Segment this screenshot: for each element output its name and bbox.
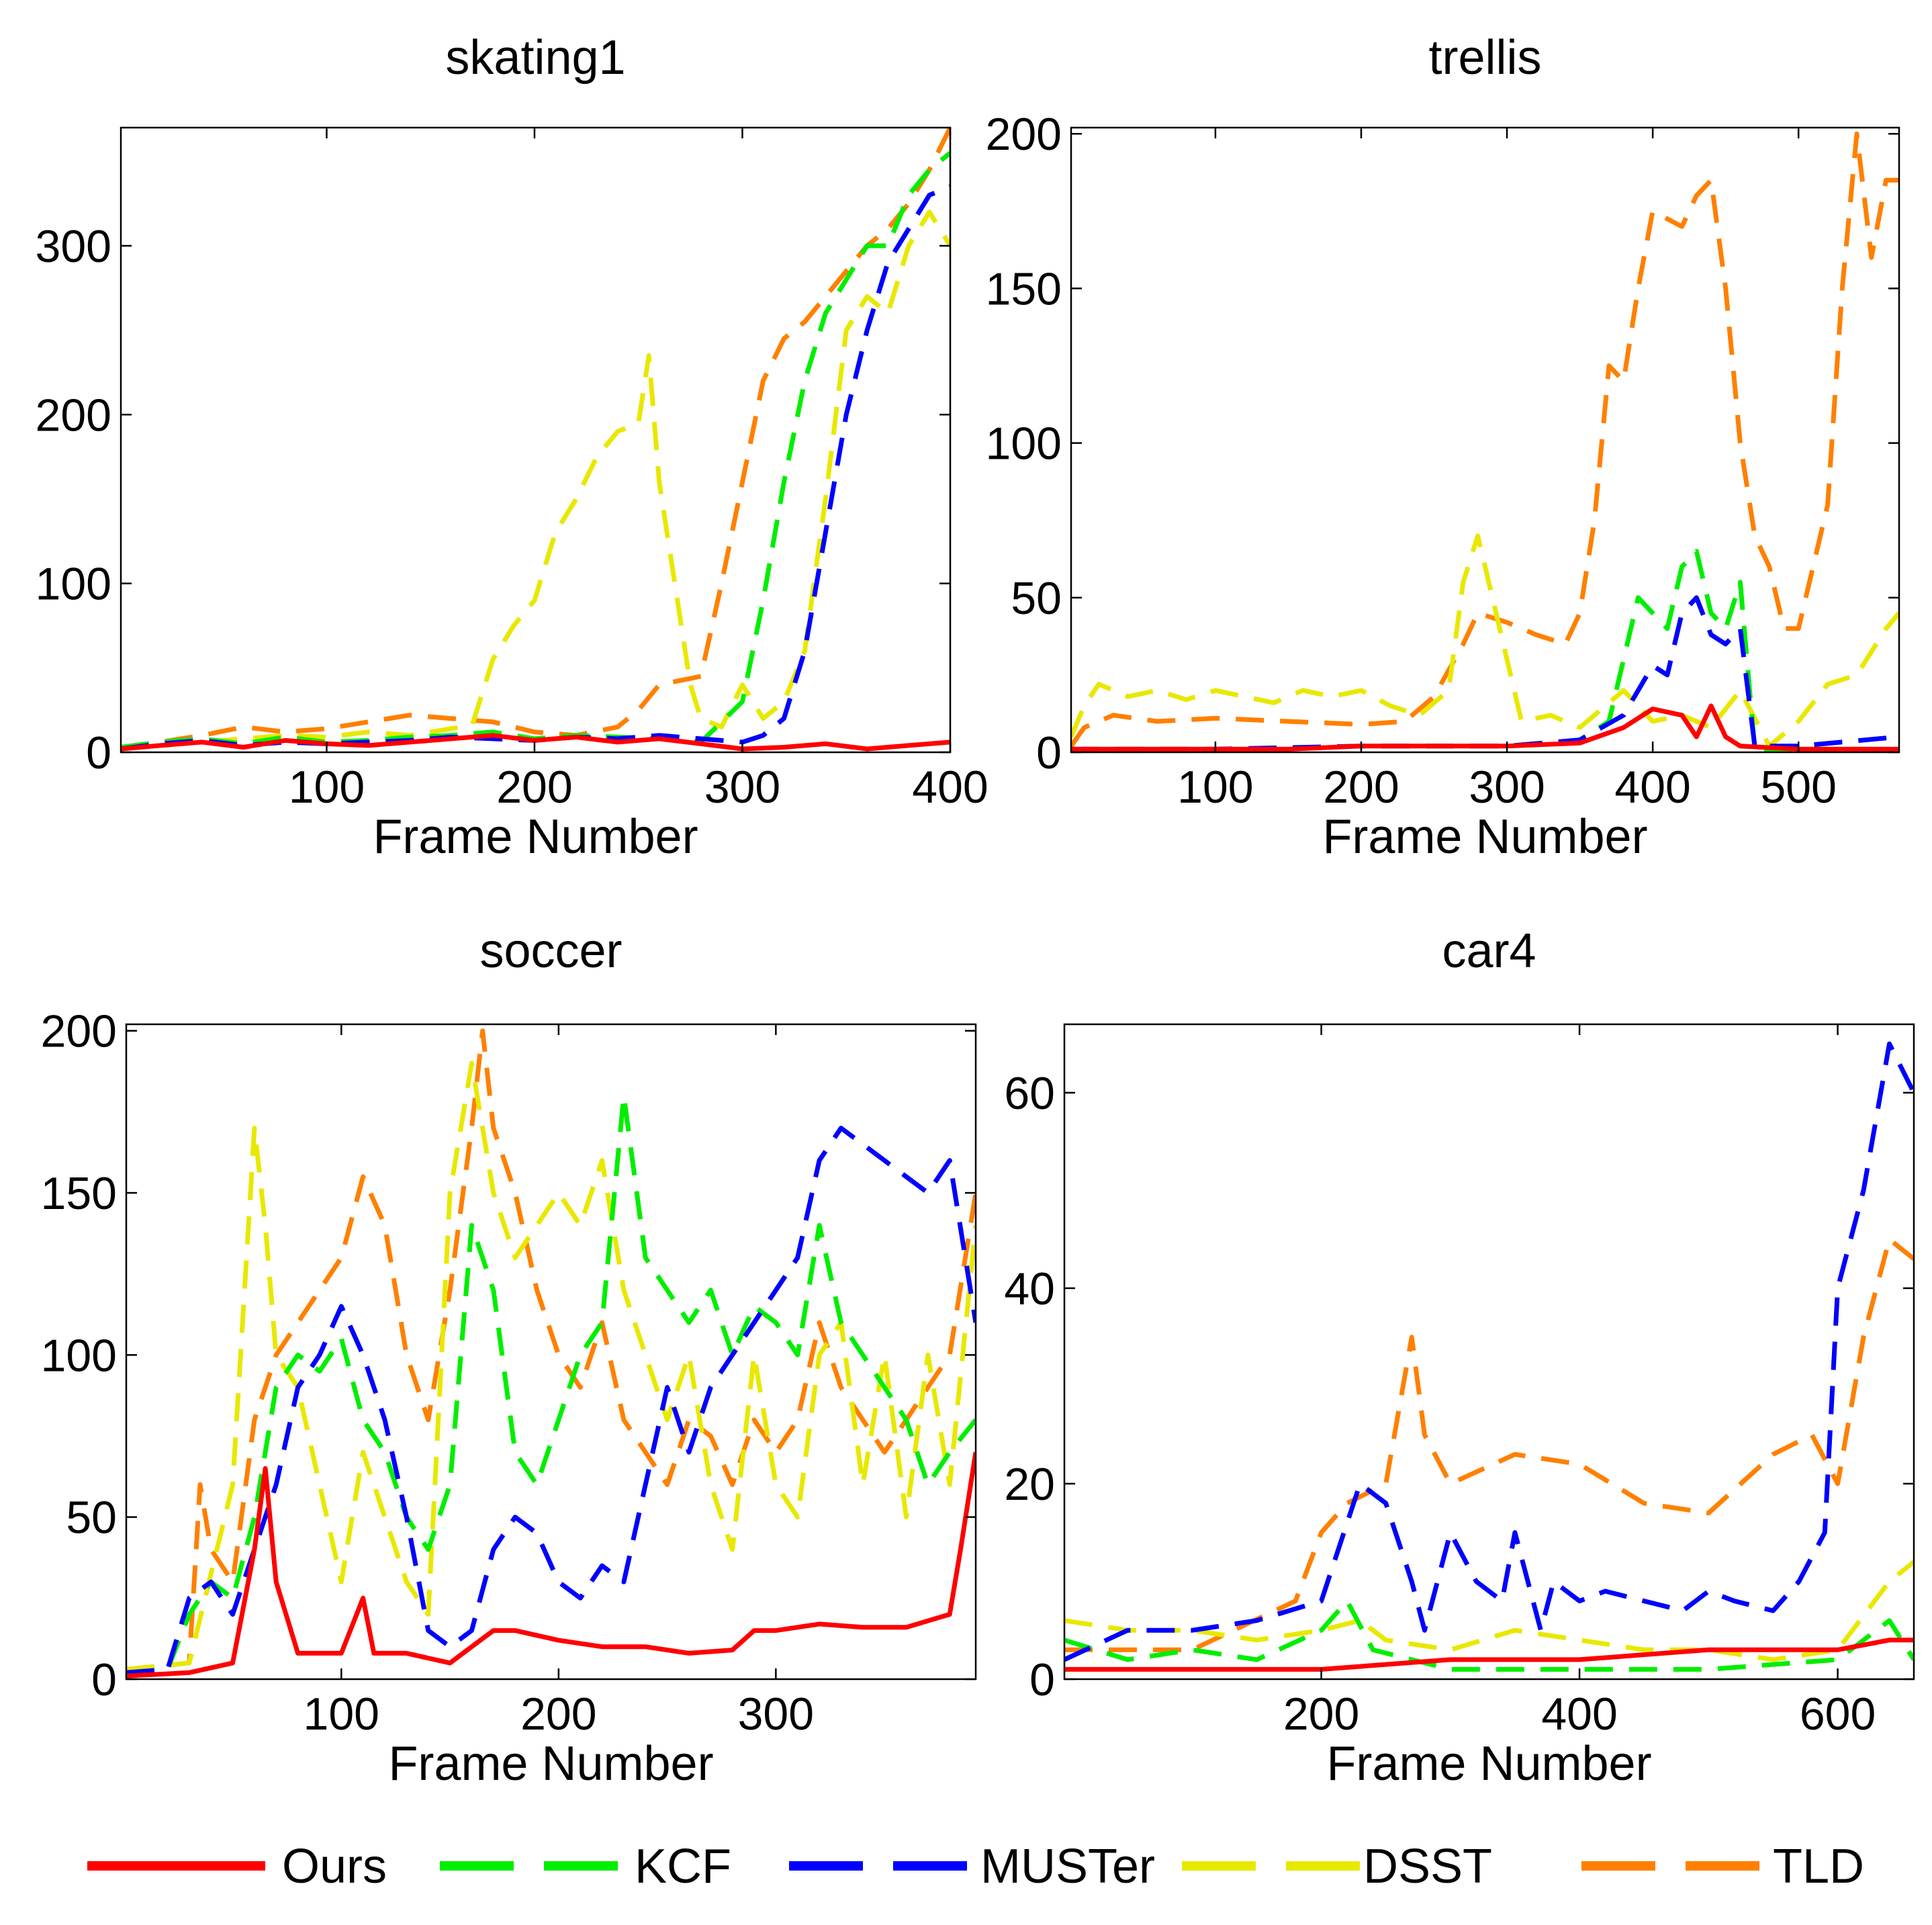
y-tick-label: 100 bbox=[36, 559, 111, 610]
legend-item-ours: Ours bbox=[87, 1840, 387, 1893]
x-tick-label: 100 bbox=[1177, 762, 1253, 813]
x-tick-label: 200 bbox=[1323, 762, 1399, 813]
x-tick-label: 100 bbox=[304, 1689, 379, 1740]
plot-frame bbox=[120, 126, 952, 754]
chart-car4: car4 200 400 600 0 20 40 60 Frame Number bbox=[1004, 924, 1915, 1791]
y-tick-label: 50 bbox=[66, 1492, 117, 1543]
series-line-tld bbox=[121, 128, 950, 750]
x-tick-label: 200 bbox=[1283, 1689, 1359, 1740]
y-tick-label: 0 bbox=[1029, 1654, 1055, 1705]
x-tick-label: 400 bbox=[1614, 762, 1690, 813]
series-line-ours bbox=[1064, 1638, 1914, 1672]
series-group bbox=[126, 1028, 976, 1678]
series-line-tld bbox=[126, 1028, 976, 1672]
y-tick-label: 200 bbox=[986, 109, 1062, 160]
x-axis-label: Frame Number bbox=[1322, 810, 1647, 864]
series-line-dsst bbox=[126, 1061, 976, 1672]
x-tick-label: 300 bbox=[738, 1689, 814, 1740]
series-line-muster bbox=[1064, 1041, 1914, 1662]
chart-title: car4 bbox=[1442, 924, 1536, 978]
x-tick-label: 300 bbox=[704, 762, 780, 813]
legend-item-dsst: DSST bbox=[1182, 1840, 1492, 1893]
y-tick-label: 0 bbox=[86, 727, 111, 778]
legend-label: Ours bbox=[282, 1840, 387, 1893]
legend: Ours KCF MUSTer DSST TLD bbox=[87, 1840, 1864, 1893]
y-tick-label: 300 bbox=[36, 221, 111, 272]
legend-item-kcf: KCF bbox=[440, 1840, 731, 1893]
legend-label: KCF bbox=[635, 1840, 731, 1893]
x-axis-label: Frame Number bbox=[388, 1737, 713, 1791]
series-line-dsst bbox=[121, 210, 950, 752]
y-tick-label: 0 bbox=[1036, 727, 1062, 778]
series-line-ours bbox=[121, 733, 950, 752]
series-line-ours bbox=[126, 1451, 976, 1678]
series-line-tld bbox=[1064, 1237, 1914, 1652]
x-axis-label: Frame Number bbox=[1326, 1737, 1651, 1791]
series-group bbox=[121, 128, 950, 752]
series-line-kcf bbox=[121, 150, 950, 750]
series-group bbox=[1064, 1041, 1914, 1672]
series-line-tld bbox=[1071, 131, 1899, 748]
plot-frame bbox=[125, 1023, 977, 1681]
chart-title: skating1 bbox=[445, 31, 625, 85]
plot-frame bbox=[1063, 1023, 1915, 1681]
plot-frame bbox=[1070, 126, 1900, 754]
y-tick-label: 50 bbox=[1011, 573, 1062, 624]
x-tick-label: 300 bbox=[1469, 762, 1545, 813]
y-tick-label: 150 bbox=[986, 263, 1062, 314]
legend-label: TLD bbox=[1773, 1840, 1864, 1893]
series-line-kcf bbox=[126, 1093, 976, 1675]
legend-item-tld: TLD bbox=[1581, 1840, 1864, 1893]
x-tick-label: 200 bbox=[496, 762, 572, 813]
series-group bbox=[1071, 131, 1899, 752]
x-axis-label: Frame Number bbox=[373, 810, 698, 864]
x-tick-label: 600 bbox=[1800, 1689, 1876, 1740]
legend-label: DSST bbox=[1363, 1840, 1492, 1893]
y-tick-label: 0 bbox=[91, 1654, 117, 1705]
y-tick-label: 100 bbox=[986, 418, 1062, 469]
series-line-dsst bbox=[1064, 1560, 1914, 1662]
y-tick-label: 150 bbox=[41, 1168, 117, 1219]
x-tick-label: 100 bbox=[289, 762, 365, 813]
chart-title: soccer bbox=[479, 924, 622, 978]
chart-title: trellis bbox=[1428, 31, 1541, 85]
series-line-ours bbox=[1071, 703, 1899, 752]
x-tick-label: 500 bbox=[1760, 762, 1836, 813]
x-tick-label: 400 bbox=[1541, 1689, 1617, 1740]
y-tick-label: 200 bbox=[41, 1006, 117, 1057]
x-tick-label: 400 bbox=[912, 762, 988, 813]
y-tick-label: 40 bbox=[1004, 1263, 1055, 1314]
series-line-dsst bbox=[1071, 533, 1899, 749]
y-tick-label: 200 bbox=[36, 390, 111, 441]
x-tick-label: 200 bbox=[520, 1689, 596, 1740]
legend-item-muster: MUSTer bbox=[789, 1840, 1155, 1893]
y-tick-label: 20 bbox=[1004, 1459, 1055, 1510]
y-tick-label: 60 bbox=[1004, 1068, 1055, 1119]
series-line-kcf bbox=[1064, 1599, 1914, 1672]
legend-label: MUSTer bbox=[980, 1840, 1155, 1893]
y-tick-label: 100 bbox=[41, 1330, 117, 1381]
